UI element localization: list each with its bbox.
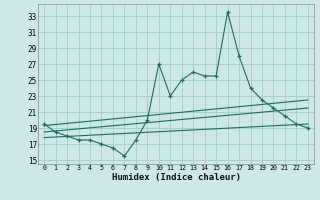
X-axis label: Humidex (Indice chaleur): Humidex (Indice chaleur)	[111, 173, 241, 182]
